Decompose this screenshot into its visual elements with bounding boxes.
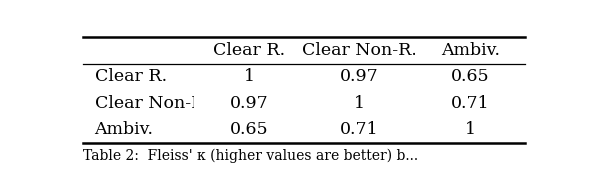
Text: Table 2:  Fleiss' κ (higher values are better) b...: Table 2: Fleiss' κ (higher values are be… [83, 149, 419, 163]
